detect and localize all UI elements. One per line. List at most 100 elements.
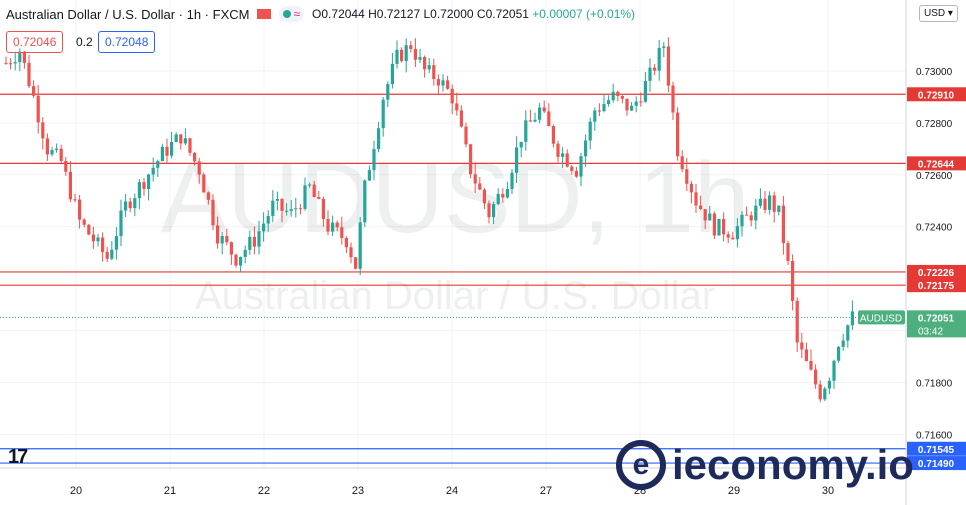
tradingview-logo[interactable]: 17 (8, 446, 28, 468)
candle[interactable] (538, 103, 542, 124)
candle[interactable] (662, 42, 666, 58)
candle[interactable] (469, 143, 473, 179)
candle[interactable] (45, 133, 49, 161)
candle[interactable] (630, 102, 634, 111)
buy-button[interactable]: 0.72048 (98, 31, 156, 53)
candle[interactable] (528, 109, 532, 122)
candle[interactable] (372, 140, 376, 181)
candle[interactable] (137, 179, 141, 210)
candle[interactable] (262, 212, 266, 242)
candle[interactable] (740, 211, 744, 237)
candle[interactable] (791, 254, 795, 311)
candle[interactable] (294, 197, 298, 218)
candle[interactable] (303, 177, 307, 211)
candle[interactable] (478, 177, 482, 191)
candle[interactable] (239, 256, 243, 273)
candle[interactable] (699, 195, 703, 211)
candle[interactable] (202, 172, 206, 193)
candle[interactable] (206, 191, 210, 205)
candle[interactable] (418, 48, 422, 64)
candle[interactable] (455, 92, 459, 116)
candle[interactable] (147, 173, 151, 201)
candle[interactable] (404, 38, 408, 73)
candle[interactable] (510, 169, 514, 195)
currency-selector[interactable]: USD ▾ (919, 5, 958, 22)
candle[interactable] (841, 333, 845, 351)
candle[interactable] (574, 167, 578, 178)
candle[interactable] (243, 245, 247, 264)
candle[interactable] (616, 90, 620, 102)
candle[interactable] (64, 156, 68, 176)
candle[interactable] (78, 194, 82, 229)
candle[interactable] (82, 218, 86, 228)
indicator-pill[interactable]: ≈ (279, 6, 305, 22)
candle[interactable] (611, 83, 615, 103)
candle[interactable] (160, 143, 164, 162)
candle[interactable] (837, 346, 841, 363)
candle[interactable] (505, 181, 509, 199)
candle[interactable] (846, 324, 850, 348)
candle[interactable] (464, 122, 468, 148)
candle[interactable] (234, 253, 238, 268)
candle[interactable] (59, 144, 63, 163)
candle[interactable] (133, 193, 137, 217)
candle[interactable] (666, 37, 670, 93)
candle[interactable] (496, 188, 500, 206)
candle[interactable] (197, 157, 201, 184)
candle[interactable] (409, 41, 413, 53)
candle[interactable] (685, 157, 689, 192)
candle[interactable] (786, 240, 790, 265)
candle[interactable] (653, 64, 657, 76)
candle[interactable] (41, 117, 45, 150)
candle[interactable] (68, 160, 72, 203)
candle[interactable] (400, 47, 404, 63)
candle[interactable] (731, 231, 735, 240)
candle[interactable] (579, 152, 583, 187)
candle[interactable] (450, 84, 454, 115)
candle[interactable] (101, 232, 105, 262)
candle[interactable] (114, 227, 118, 260)
candle[interactable] (271, 190, 275, 223)
candle[interactable] (556, 140, 560, 163)
candle[interactable] (795, 297, 799, 352)
candle[interactable] (482, 187, 486, 210)
candle[interactable] (473, 162, 477, 193)
candle[interactable] (648, 58, 652, 92)
sell-button[interactable]: 0.72046 (6, 31, 64, 53)
candle[interactable] (818, 380, 822, 403)
candle[interactable] (165, 138, 169, 164)
candle[interactable] (252, 226, 256, 255)
candle[interactable] (211, 194, 215, 231)
candle[interactable] (671, 81, 675, 120)
candle[interactable] (634, 96, 638, 113)
candle[interactable] (676, 107, 680, 161)
candle[interactable] (492, 201, 496, 225)
candle[interactable] (708, 205, 712, 221)
candle[interactable] (124, 193, 128, 217)
candle[interactable] (657, 39, 661, 81)
candle[interactable] (55, 143, 59, 153)
candle[interactable] (588, 117, 592, 150)
candle[interactable] (735, 217, 739, 248)
candle[interactable] (298, 203, 302, 215)
candle[interactable] (432, 58, 436, 86)
symbol-title[interactable]: Australian Dollar / U.S. Dollar · 1h · F… (6, 6, 250, 22)
candle[interactable] (547, 103, 551, 127)
candle[interactable] (174, 132, 178, 143)
candle[interactable] (413, 38, 417, 68)
candle[interactable] (321, 196, 325, 227)
candle[interactable] (423, 55, 427, 78)
candle[interactable] (777, 205, 781, 216)
candle[interactable] (565, 149, 569, 168)
candle[interactable] (593, 107, 597, 131)
candle[interactable] (459, 105, 463, 128)
candle[interactable] (105, 246, 109, 262)
candle[interactable] (524, 110, 528, 151)
candle[interactable] (827, 377, 831, 395)
candle[interactable] (128, 197, 132, 213)
candle[interactable] (722, 212, 726, 242)
candle[interactable] (9, 58, 13, 70)
candle[interactable] (561, 147, 565, 168)
candle[interactable] (501, 188, 505, 203)
candle[interactable] (763, 190, 767, 214)
